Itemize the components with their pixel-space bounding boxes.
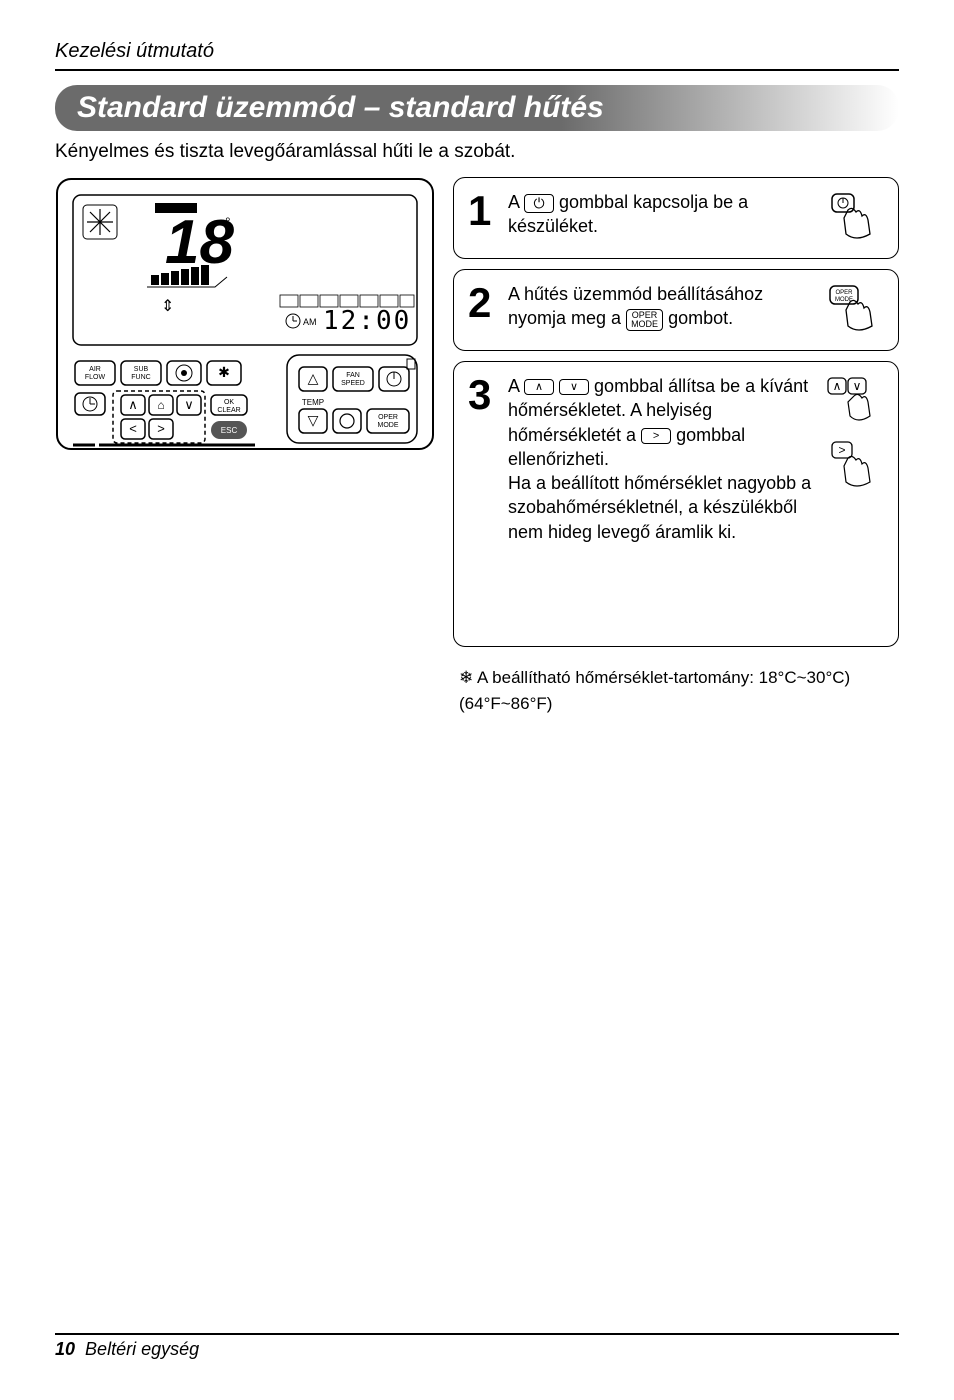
- svg-text:▽: ▽: [308, 412, 319, 428]
- svg-text:ESC: ESC: [221, 426, 238, 435]
- hand-press-icon: ∧ ∨ >: [824, 374, 884, 494]
- svg-text:FAN: FAN: [346, 372, 360, 379]
- text: A: [508, 376, 524, 396]
- svg-text:MODE: MODE: [378, 422, 399, 429]
- svg-text:SUB: SUB: [134, 366, 149, 373]
- subtitle: Kényelmes és tiszta levegőáramlással hűt…: [55, 141, 899, 163]
- svg-text:✱: ✱: [218, 364, 230, 380]
- title-bar: Standard üzemmód – standard hűtés: [55, 85, 899, 131]
- hand-press-icon: [824, 190, 884, 246]
- steps-column: 1 A ⏻ gombbal kapcsolja be a készüléket.…: [453, 177, 899, 716]
- svg-text:°: °: [225, 214, 231, 230]
- text: Ha a beállított hőmérséklet nagyobb a sz…: [508, 473, 811, 542]
- svg-text:∨: ∨: [184, 397, 194, 412]
- svg-text:△: △: [308, 370, 319, 386]
- svg-text:OPER: OPER: [835, 290, 853, 296]
- step-3: 3 A ∧ ∨ gombbal állítsa be a kívánt hőmé…: [453, 361, 899, 647]
- down-icon: ∨: [559, 379, 589, 395]
- remote-illustration: 18 ° ⇕: [55, 177, 435, 472]
- step-num: 2: [468, 282, 498, 324]
- up-icon: ∧: [524, 379, 554, 395]
- footer-label: Beltéri egység: [85, 1339, 199, 1359]
- footer-rule: [55, 1333, 899, 1335]
- page-number: 10: [55, 1339, 75, 1359]
- footnote-text: A beállítható hőmérséklet-tartomány: 18°…: [459, 668, 850, 713]
- power-icon: ⏻: [524, 194, 554, 213]
- footer: 10 Beltéri egység: [55, 1325, 899, 1360]
- oper-mode-btn-icon: OPER MODE: [626, 309, 663, 331]
- step-2: 2 A hűtés üzemmód beállításához nyomja m…: [453, 269, 899, 351]
- snowflake-icon: ❄: [459, 668, 473, 687]
- svg-text:FLOW: FLOW: [85, 374, 106, 381]
- right-icon: >: [641, 428, 671, 444]
- text: gombot.: [668, 308, 733, 328]
- doc-header: Kezelési útmutató: [55, 40, 899, 63]
- step-1: 1 A ⏻ gombbal kapcsolja be a készüléket.: [453, 177, 899, 259]
- svg-text:12:00: 12:00: [323, 306, 411, 336]
- svg-text:⇕: ⇕: [161, 298, 174, 315]
- svg-text:>: >: [157, 421, 165, 436]
- svg-text:OK: OK: [224, 399, 234, 406]
- svg-text:CLEAR: CLEAR: [217, 407, 240, 414]
- step-num: 3: [468, 374, 498, 416]
- step-text: A hűtés üzemmód beállításához nyomja meg…: [508, 282, 814, 331]
- svg-text:∧: ∧: [833, 379, 842, 393]
- svg-text:FUNC: FUNC: [131, 374, 150, 381]
- svg-text:<: <: [129, 421, 137, 436]
- svg-text:OPER: OPER: [378, 414, 398, 421]
- svg-text:TEMP: TEMP: [302, 398, 324, 407]
- svg-text:>: >: [838, 443, 845, 457]
- step-text: A ∧ ∨ gombbal állítsa be a kívánt hőmérs…: [508, 374, 814, 544]
- step-text: A ⏻ gombbal kapcsolja be a készüléket.: [508, 190, 814, 239]
- svg-text:∧: ∧: [128, 397, 138, 412]
- svg-text:⌂: ⌂: [157, 398, 164, 412]
- svg-text:AM: AM: [303, 317, 317, 327]
- footnote: ❄ A beállítható hőmérséklet-tartomány: 1…: [459, 665, 899, 716]
- title-text: Standard üzemmód – standard hűtés: [77, 91, 604, 124]
- svg-text:SPEED: SPEED: [341, 380, 365, 387]
- hand-press-icon: OPERMODE: [824, 282, 884, 338]
- svg-text:∨: ∨: [853, 379, 862, 393]
- svg-text:AIR: AIR: [89, 366, 101, 373]
- header-rule: [55, 69, 899, 71]
- step-num: 1: [468, 190, 498, 232]
- text: A: [508, 192, 524, 212]
